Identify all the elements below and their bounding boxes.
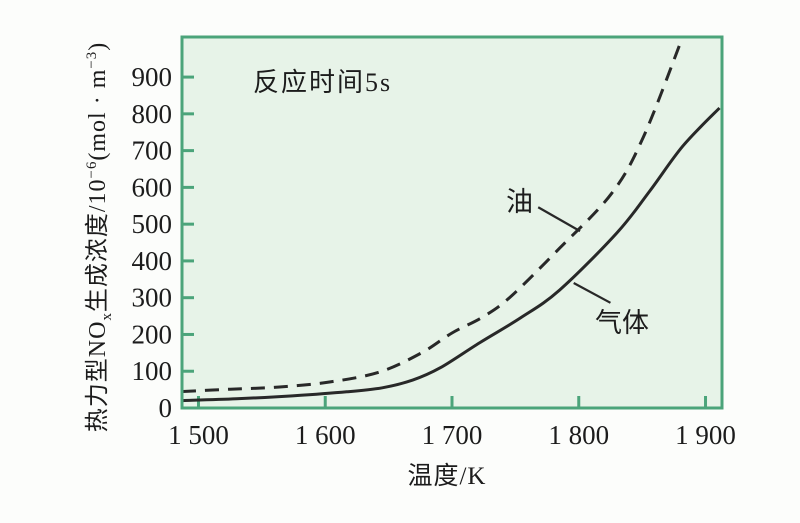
series-label-gas: 气体: [595, 308, 649, 338]
leader-line-gas: [573, 282, 611, 304]
series-label-oil: 油: [506, 187, 533, 217]
y-axis-title-text: (mol · m: [85, 68, 111, 161]
x-axis-title: 温度/K: [407, 463, 487, 490]
y-axis-title-sup: −6: [84, 160, 100, 179]
y-axis-title-text: 热力型NO: [85, 320, 111, 433]
y-tick-label: 700: [132, 136, 173, 166]
x-tick-label: 1 900: [675, 420, 736, 450]
y-axis-title: 热力型NOx生成浓度/10−6(mol · m−3): [77, 7, 115, 467]
plot-background: [182, 37, 722, 408]
y-tick-label: 200: [132, 319, 173, 349]
x-tick-label: 1 500: [168, 420, 229, 450]
y-tick-label: 400: [132, 246, 173, 276]
y-tick-label: 300: [132, 283, 173, 313]
leader-line-oil: [537, 206, 581, 233]
y-axis-title-text: 生成浓度/10: [85, 178, 111, 313]
reaction-time-annotation: 反应时间5s: [253, 68, 393, 97]
y-axis-title-sub: x: [98, 312, 115, 321]
curve-oil: [183, 39, 683, 393]
y-tick-label: 500: [132, 209, 173, 239]
plot-border: [180, 35, 724, 410]
y-tick-label: 600: [132, 172, 173, 202]
x-tick-label: 1 600: [295, 420, 356, 450]
y-axis-title-text: ): [85, 41, 111, 51]
curve-gas: [183, 106, 721, 403]
y-tick-label: 100: [132, 356, 173, 386]
x-tick-label: 1 700: [422, 420, 483, 450]
y-tick-label: 0: [159, 393, 173, 423]
y-tick-label: 900: [132, 62, 173, 92]
x-tick-label: 1 800: [548, 420, 609, 450]
y-axis-title-sup: −3: [84, 50, 100, 69]
y-tick-label: 800: [132, 99, 173, 129]
